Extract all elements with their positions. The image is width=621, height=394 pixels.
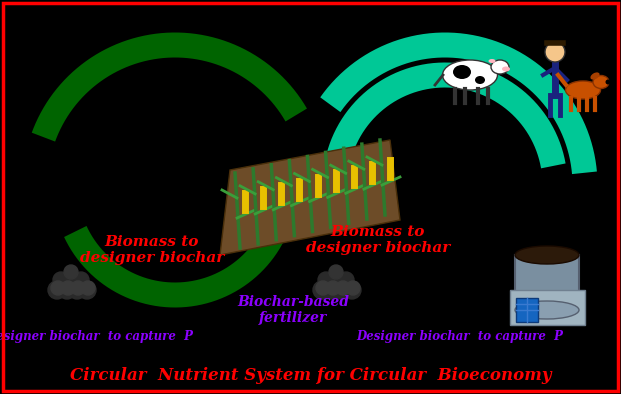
Circle shape: [326, 281, 340, 295]
Text: Designer biochar  to capture  P: Designer biochar to capture P: [356, 330, 563, 343]
Circle shape: [333, 281, 351, 299]
Circle shape: [329, 265, 343, 279]
Text: Biochar-based
fertilizer: Biochar-based fertilizer: [237, 295, 349, 325]
Text: Designer biochar  to capture  P: Designer biochar to capture P: [0, 330, 194, 343]
Text: Circular  Nutrient System for Circular  Bioeconomy: Circular Nutrient System for Circular Bi…: [70, 366, 551, 383]
Circle shape: [48, 281, 66, 299]
Ellipse shape: [515, 301, 579, 319]
Circle shape: [316, 281, 330, 295]
FancyBboxPatch shape: [510, 290, 585, 325]
Circle shape: [336, 281, 350, 295]
Circle shape: [338, 272, 354, 288]
Circle shape: [63, 272, 79, 288]
Ellipse shape: [491, 60, 509, 74]
Ellipse shape: [515, 246, 579, 264]
FancyBboxPatch shape: [515, 255, 579, 310]
Circle shape: [318, 272, 334, 288]
Ellipse shape: [593, 76, 609, 89]
Circle shape: [313, 281, 331, 299]
Circle shape: [343, 281, 361, 299]
Ellipse shape: [453, 65, 471, 79]
Circle shape: [81, 281, 95, 295]
Circle shape: [51, 281, 65, 295]
Polygon shape: [220, 140, 400, 255]
Circle shape: [53, 272, 69, 288]
FancyBboxPatch shape: [516, 298, 538, 322]
Circle shape: [71, 281, 85, 295]
Circle shape: [323, 281, 341, 299]
Text: Biomass to
designer biochar: Biomass to designer biochar: [306, 225, 450, 255]
Ellipse shape: [591, 72, 600, 80]
Text: Biomass to
designer biochar: Biomass to designer biochar: [80, 235, 224, 265]
Circle shape: [68, 281, 86, 299]
Ellipse shape: [475, 76, 485, 84]
Circle shape: [78, 281, 96, 299]
Circle shape: [61, 281, 75, 295]
Ellipse shape: [489, 59, 496, 63]
Ellipse shape: [566, 81, 601, 99]
Circle shape: [64, 265, 78, 279]
Circle shape: [328, 272, 344, 288]
Circle shape: [605, 80, 610, 84]
Circle shape: [58, 281, 76, 299]
Ellipse shape: [443, 60, 497, 90]
Circle shape: [346, 281, 360, 295]
Ellipse shape: [502, 67, 510, 71]
Circle shape: [545, 42, 565, 62]
Circle shape: [73, 272, 89, 288]
